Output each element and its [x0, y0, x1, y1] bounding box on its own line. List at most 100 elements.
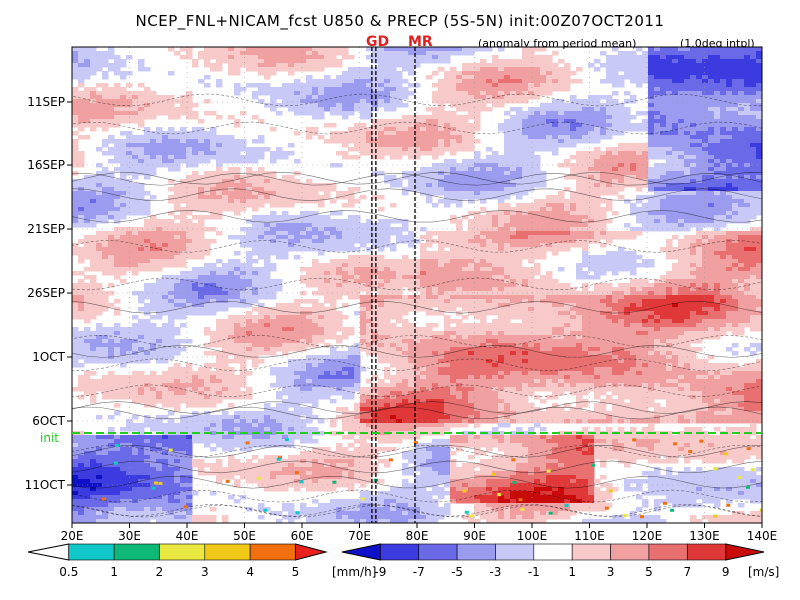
- anomaly-cell: [714, 159, 721, 164]
- anomaly-cell: [528, 187, 535, 192]
- anomaly-cell: [612, 263, 619, 268]
- anomaly-cell: [690, 235, 697, 240]
- anomaly-cell: [300, 95, 307, 100]
- anomaly-cell: [102, 127, 109, 132]
- anomaly-cell: [726, 231, 733, 236]
- anomaly-cell: [534, 139, 541, 144]
- anomaly-cell: [516, 251, 523, 256]
- anomaly-cell: [450, 255, 457, 260]
- anomaly-cell: [252, 239, 259, 244]
- anomaly-cell: [570, 95, 577, 100]
- anomaly-cell: [288, 247, 295, 252]
- anomaly-cell: [672, 279, 679, 284]
- anomaly-cell: [198, 155, 205, 160]
- anomaly-cell: [648, 119, 655, 124]
- anomaly-cell: [750, 231, 757, 236]
- anomaly-cell: [258, 119, 265, 124]
- anomaly-cell: [624, 263, 631, 268]
- anomaly-cell: [540, 63, 547, 68]
- anomaly-cell: [552, 147, 559, 152]
- anomaly-cell: [672, 63, 679, 68]
- anomaly-cell: [90, 115, 97, 120]
- anomaly-cell: [360, 259, 367, 264]
- anomaly-cell: [558, 227, 565, 232]
- anomaly-cell: [510, 275, 517, 280]
- anomaly-cell: [756, 227, 762, 232]
- anomaly-cell: [408, 67, 415, 72]
- anomaly-cell: [738, 71, 745, 76]
- anomaly-cell: [402, 259, 409, 264]
- anomaly-cell: [228, 159, 235, 164]
- anomaly-cell: [750, 155, 757, 160]
- anomaly-cell: [726, 51, 733, 56]
- anomaly-cell: [168, 187, 175, 192]
- anomaly-cell: [96, 83, 103, 88]
- anomaly-cell: [192, 163, 199, 168]
- anomaly-cell: [564, 119, 571, 124]
- anomaly-cell: [528, 227, 535, 232]
- anomaly-cell: [144, 211, 151, 216]
- anomaly-cell: [468, 163, 475, 168]
- anomaly-cell: [204, 135, 211, 140]
- anomaly-cell: [216, 215, 223, 220]
- anomaly-cell: [648, 123, 655, 128]
- anomaly-cell: [84, 123, 91, 128]
- anomaly-cell: [480, 187, 487, 192]
- anomaly-cell: [336, 79, 343, 84]
- anomaly-cell: [642, 211, 649, 216]
- anomaly-cell: [690, 83, 697, 88]
- anomaly-cell: [108, 111, 115, 116]
- anomaly-cell: [132, 155, 139, 160]
- anomaly-cell: [672, 99, 679, 104]
- anomaly-cell: [258, 195, 265, 200]
- anomaly-cell: [144, 175, 151, 180]
- anomaly-cell: [138, 255, 145, 260]
- anomaly-cell: [276, 215, 283, 220]
- anomaly-cell: [72, 51, 79, 56]
- anomaly-cell: [720, 179, 727, 184]
- anomaly-cell: [504, 223, 511, 228]
- anomaly-cell: [330, 95, 337, 100]
- anomaly-cell: [258, 215, 265, 220]
- anomaly-cell: [222, 139, 229, 144]
- anomaly-cell: [402, 151, 409, 156]
- anomaly-cell: [354, 103, 361, 108]
- anomaly-cell: [714, 79, 721, 84]
- anomaly-cell: [228, 175, 235, 180]
- anomaly-cell: [546, 87, 553, 92]
- anomaly-cell: [522, 131, 529, 136]
- anomaly-cell: [666, 103, 673, 108]
- anomaly-cell: [144, 139, 151, 144]
- anomaly-cell: [612, 163, 619, 168]
- anomaly-cell: [216, 147, 223, 152]
- anomaly-cell: [474, 187, 481, 192]
- anomaly-cell: [510, 119, 517, 124]
- anomaly-cell: [708, 79, 715, 84]
- anomaly-cell: [492, 87, 499, 92]
- anomaly-cell: [174, 155, 181, 160]
- anomaly-cell: [396, 275, 403, 280]
- anomaly-cell: [528, 207, 535, 212]
- anomaly-cell: [432, 151, 439, 156]
- anomaly-cell: [666, 195, 673, 200]
- anomaly-cell: [186, 211, 193, 216]
- anomaly-cell: [702, 263, 709, 268]
- anomaly-cell: [330, 131, 337, 136]
- anomaly-cell: [168, 243, 175, 248]
- anomaly-cell: [444, 279, 451, 284]
- anomaly-cell: [168, 95, 175, 100]
- anomaly-cell: [714, 271, 721, 276]
- anomaly-cell: [732, 251, 739, 256]
- anomaly-cell: [246, 271, 253, 276]
- anomaly-cell: [678, 151, 685, 156]
- anomaly-cell: [396, 263, 403, 268]
- anomaly-cell: [216, 115, 223, 120]
- anomaly-cell: [186, 47, 193, 52]
- anomaly-cell: [546, 247, 553, 252]
- anomaly-cell: [192, 231, 199, 236]
- anomaly-cell: [330, 243, 337, 248]
- anomaly-cell: [270, 59, 277, 64]
- anomaly-cell: [342, 87, 349, 92]
- anomaly-cell: [504, 167, 511, 172]
- anomaly-cell: [192, 131, 199, 136]
